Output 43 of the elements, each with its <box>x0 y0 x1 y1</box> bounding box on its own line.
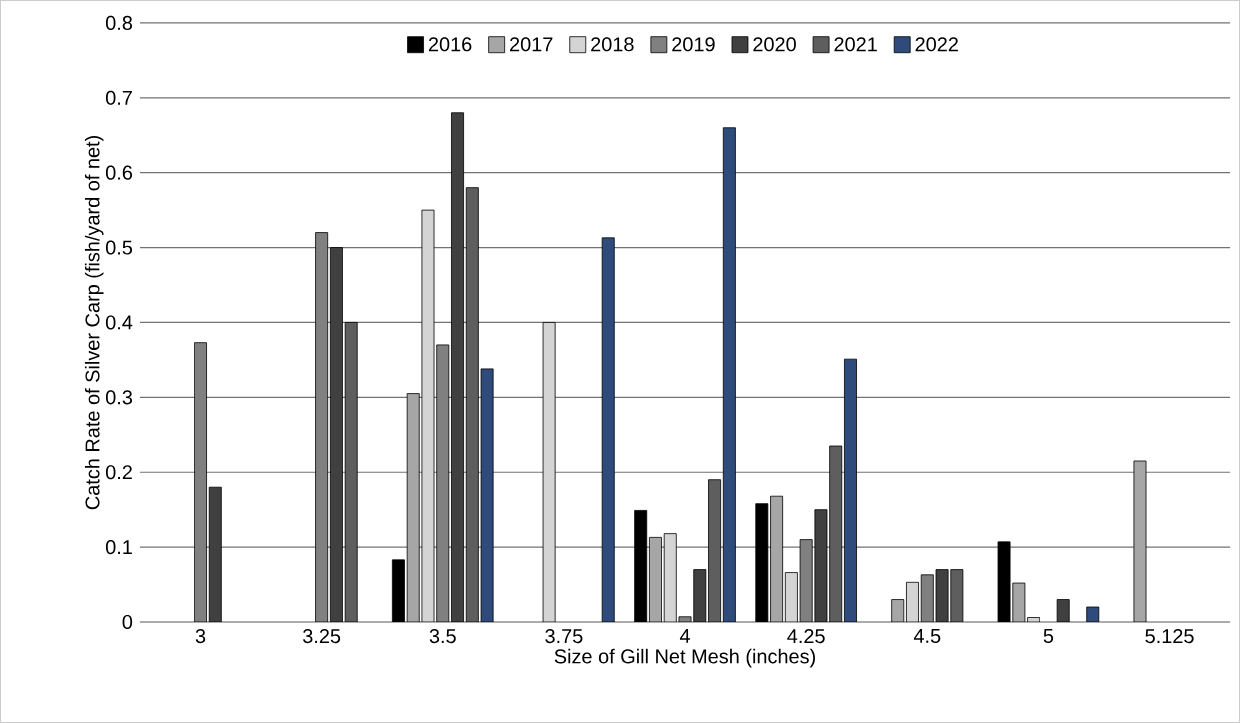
x-tick-label: 5 <box>1043 629 1054 643</box>
y-tick-label: 0.6 <box>105 165 133 180</box>
x-tick-label: 3.75 <box>545 629 583 644</box>
y-tick-label: 0 <box>122 614 133 630</box>
x-axis-title: Size of Gill Net Mesh (inches) <box>554 648 815 668</box>
x-tick-label: 3.5 <box>429 629 456 644</box>
legend-label: 2020 <box>753 37 796 52</box>
bar <box>844 358 857 623</box>
x-tick-label: 3 <box>195 629 206 644</box>
legend-label: 2017 <box>510 37 553 52</box>
y-tick-label: 0.7 <box>105 90 132 105</box>
x-tick-label: 3.25 <box>302 629 341 644</box>
bar <box>465 187 479 623</box>
y-tick-label: 0.1 <box>105 540 132 555</box>
x-tick-label: 4.5 <box>913 629 941 643</box>
x-tick-label: 5.125 <box>1145 629 1194 644</box>
bar <box>601 237 615 623</box>
bar <box>770 495 784 623</box>
legend-label: 2022 <box>915 37 958 52</box>
bar <box>1086 606 1100 623</box>
legend-label: 2021 <box>834 37 877 52</box>
legend-label: 2018 <box>591 37 634 52</box>
y-tick-label: 0.3 <box>105 390 133 405</box>
legend-label: 2019 <box>672 37 715 52</box>
bar <box>208 486 222 623</box>
y-tick-label: 0.4 <box>105 315 133 330</box>
bar <box>722 127 736 623</box>
bar <box>1056 599 1070 623</box>
bar <box>542 322 556 623</box>
bar <box>451 112 464 623</box>
bar <box>194 342 207 623</box>
bar <box>344 322 358 623</box>
y-tick-label: 0.5 <box>105 240 133 255</box>
bar <box>329 247 343 623</box>
x-tick-label: 4 <box>679 629 690 643</box>
bar <box>315 232 329 623</box>
y-tick-label: 0.2 <box>105 465 132 480</box>
bar <box>480 368 494 623</box>
legend-label: 2016 <box>428 37 472 52</box>
y-axis-title: Catch Rate of Silver Carp (fish/yard of net) <box>84 136 104 510</box>
bar <box>406 393 420 623</box>
x-tick-label: 4.25 <box>787 629 825 644</box>
y-tick-label: 0.8 <box>105 15 133 30</box>
